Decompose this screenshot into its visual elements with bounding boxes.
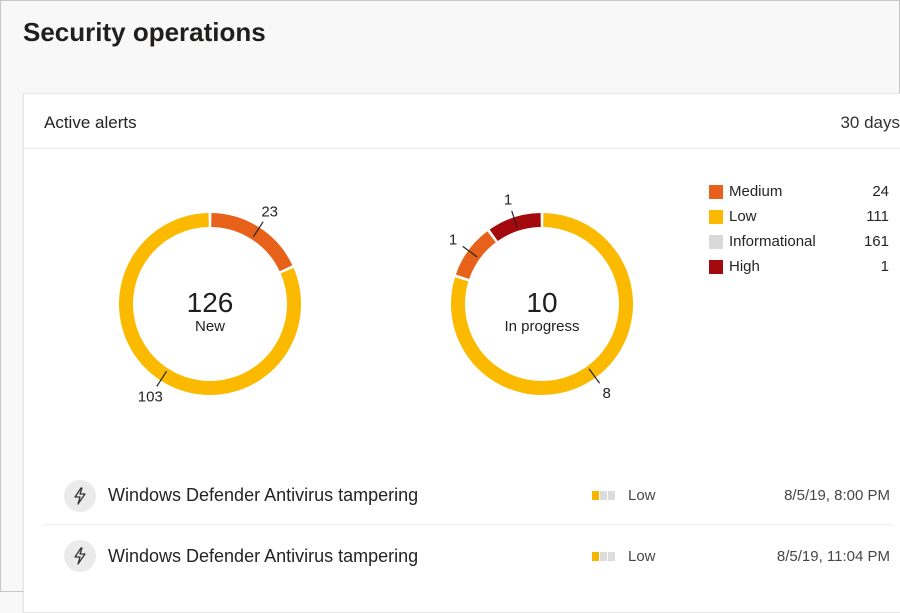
alert-time: 8/5/19, 11:04 PM <box>776 547 890 565</box>
legend-swatch <box>709 209 723 224</box>
alert-row[interactable]: Windows Defender Antivirus tampering Low… <box>44 467 892 525</box>
center-label: New <box>195 318 225 335</box>
page-title: Security operations <box>23 17 266 47</box>
alert-severity: Low <box>592 548 732 565</box>
legend-item-medium[interactable]: Medium 24 <box>709 179 889 204</box>
severity-label: Low <box>628 547 656 565</box>
active-alerts-card: Active alerts 30 days 23 103 126 New 8 1 1 10 In… <box>23 93 900 613</box>
legend-label: Low <box>729 208 757 225</box>
legend-item-low[interactable]: Low 111 <box>709 204 889 229</box>
legend-label: Medium <box>729 183 783 200</box>
severity-bars <box>592 491 615 500</box>
alert-severity: Low <box>592 487 732 504</box>
center-value: 10 <box>526 287 557 318</box>
leader-line <box>156 370 168 387</box>
legend-item-high[interactable]: High 1 <box>709 254 889 279</box>
slice-label: 23 <box>261 204 278 221</box>
alert-name[interactable]: Windows Defender Antivirus tampering <box>108 545 419 566</box>
card-title: Active alerts <box>44 113 137 132</box>
alert-row[interactable]: Windows Defender Antivirus tampering Low… <box>44 527 892 585</box>
lightning-icon <box>64 479 96 512</box>
center-label: In progress <box>504 318 579 335</box>
legend-label: High <box>729 258 760 275</box>
legend-count: 161 <box>863 233 889 250</box>
center-value: 126 <box>187 287 234 318</box>
slice-label: 1 <box>504 191 512 208</box>
card-header: Active alerts 30 days <box>24 94 900 149</box>
legend-count: 24 <box>872 183 889 200</box>
severity-bars <box>592 551 615 561</box>
leader-line <box>588 368 601 384</box>
legend-label: Informational <box>729 233 816 250</box>
slice-label: 103 <box>138 388 163 405</box>
donut-slice-medium <box>210 213 293 272</box>
leader-line <box>462 245 478 258</box>
legend-count: 111 <box>866 208 889 225</box>
slice-label: 1 <box>449 231 457 248</box>
legend-item-informational[interactable]: Informational 161 <box>709 229 889 254</box>
severity-legend: Medium 24 Low 111 Informational 161 High 1 <box>709 179 889 279</box>
leader-line <box>511 210 518 229</box>
alert-name[interactable]: Windows Defender Antivirus tampering <box>108 485 419 505</box>
period-selector[interactable]: 30 days <box>840 113 900 132</box>
legend-swatch <box>709 259 723 274</box>
lightning-icon <box>64 540 96 572</box>
severity-label: Low <box>628 487 656 504</box>
legend-count: 1 <box>880 258 889 275</box>
legend-swatch <box>709 184 723 199</box>
slice-label: 8 <box>602 385 610 402</box>
leader-line <box>252 221 264 238</box>
legend-swatch <box>709 234 723 249</box>
alert-time: 8/5/19, 8:00 PM <box>784 487 890 504</box>
